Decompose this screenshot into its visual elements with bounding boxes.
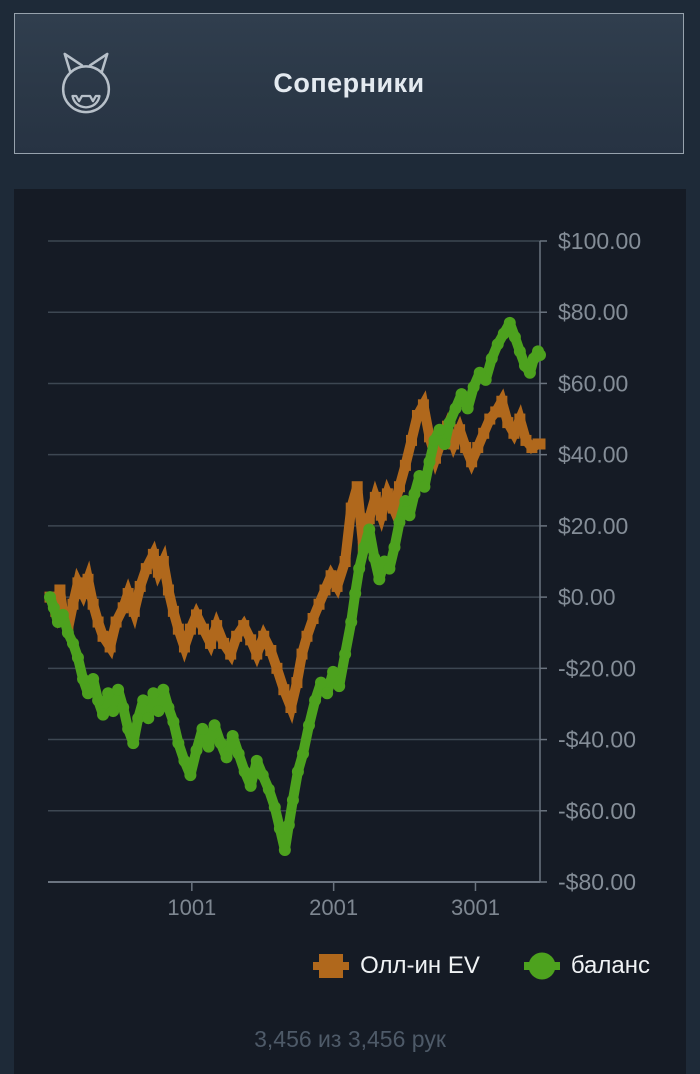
y-axis-labels: $100.00 $80.00 $60.00 $40.00 $20.00 $0.00 -$20…: [558, 228, 641, 895]
y-tick-label: -$80.00: [558, 869, 636, 895]
y-tick-label: -$40.00: [558, 727, 636, 753]
rivals-header-panel[interactable]: Соперники: [14, 13, 684, 154]
y-tick-label: -$20.00: [558, 655, 636, 681]
y-tick-label: $60.00: [558, 370, 628, 396]
x-tick-label: 3001: [451, 895, 500, 920]
legend-label-allin-ev: Олл-ин EV: [360, 952, 480, 979]
y-tick-label: -$60.00: [558, 798, 636, 824]
results-chart-panel: $100.00 $80.00 $60.00 $40.00 $20.00 $0.00 -$20…: [14, 189, 686, 1074]
y-tick-label: $40.00: [558, 442, 628, 468]
x-tick-label: 2001: [309, 895, 358, 920]
y-tick-label: $80.00: [558, 299, 628, 325]
allin-ev-marker-icon: [313, 952, 349, 980]
legend-item-allin-ev[interactable]: Олл-ин EV: [313, 952, 480, 980]
y-tick-label: $0.00: [558, 584, 616, 610]
hands-count-note: 3,456 из 3,456 рук: [254, 1026, 446, 1052]
series-allin-ev: [44, 388, 546, 725]
imp-face-icon: [61, 52, 111, 114]
chart-legend: Олл-ин EV баланс: [14, 950, 686, 982]
y-tick-label: $100.00: [558, 228, 641, 254]
page-title: Соперники: [273, 68, 425, 98]
x-axis-labels: 1001 2001 3001: [167, 895, 500, 920]
y-tick-label: $20.00: [558, 513, 628, 539]
gridlines: [48, 240, 540, 812]
series-balance: [44, 316, 546, 856]
legend-item-balance[interactable]: баланс: [524, 952, 650, 980]
x-tick-label: 1001: [167, 895, 216, 920]
results-chart[interactable]: $100.00 $80.00 $60.00 $40.00 $20.00 $0.00 -$20…: [14, 189, 686, 934]
balance-marker-icon: [524, 952, 560, 980]
legend-label-balance: баланс: [570, 952, 650, 979]
